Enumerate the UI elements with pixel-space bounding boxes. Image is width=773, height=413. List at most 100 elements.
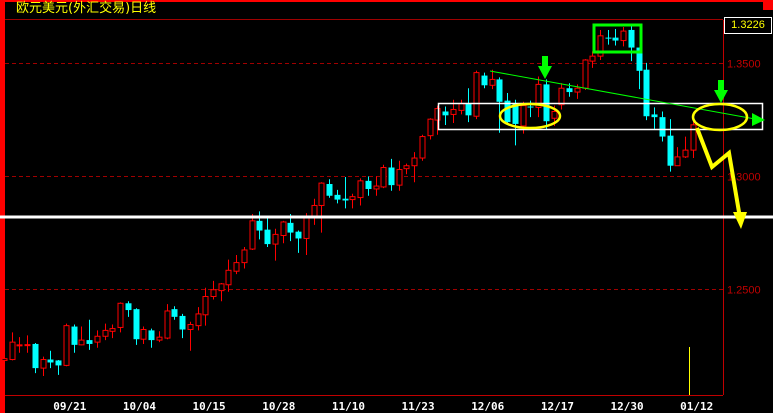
candle[interactable] <box>86 319 93 350</box>
candle[interactable] <box>411 152 418 183</box>
candle-body-up <box>218 283 225 292</box>
candle[interactable] <box>589 51 596 68</box>
candle[interactable] <box>342 177 349 209</box>
candle[interactable] <box>465 88 472 123</box>
candle[interactable] <box>690 121 697 159</box>
candle-body-down <box>566 88 573 93</box>
candle[interactable] <box>9 332 16 361</box>
candle[interactable] <box>125 301 132 317</box>
candle[interactable] <box>349 193 356 209</box>
candle[interactable] <box>489 69 496 90</box>
candle[interactable] <box>427 118 434 140</box>
candle[interactable] <box>512 99 519 146</box>
candle-body-down <box>442 111 449 116</box>
candle[interactable] <box>357 178 364 206</box>
x-tick-label: 10/04 <box>123 400 156 413</box>
candle-body-down <box>133 309 140 340</box>
candle[interactable] <box>682 136 689 159</box>
candle[interactable] <box>109 324 116 339</box>
candle[interactable] <box>674 147 681 167</box>
candle[interactable] <box>287 214 294 242</box>
candle-body-up <box>195 313 202 327</box>
candle[interactable] <box>373 176 380 196</box>
candle[interactable] <box>148 328 155 348</box>
candle[interactable] <box>667 119 674 172</box>
candle[interactable] <box>659 111 666 142</box>
candle[interactable] <box>24 335 31 353</box>
candle[interactable] <box>473 70 480 120</box>
candle[interactable] <box>133 308 140 345</box>
candle[interactable] <box>225 259 232 292</box>
candle[interactable] <box>210 280 217 300</box>
x-tick-label: 09/21 <box>53 400 86 413</box>
candle[interactable] <box>582 59 589 91</box>
candle[interactable] <box>442 106 449 126</box>
candle[interactable] <box>71 324 78 353</box>
candle-body-up <box>40 359 47 369</box>
candle[interactable] <box>218 282 225 302</box>
candle[interactable] <box>272 228 279 261</box>
candle[interactable] <box>249 214 256 250</box>
candle[interactable] <box>643 62 650 121</box>
candle[interactable] <box>326 179 333 198</box>
candle-body-up <box>558 87 565 106</box>
highlight-ellipse <box>498 102 562 130</box>
corner-marker <box>763 0 773 10</box>
candle[interactable] <box>179 313 186 339</box>
candle[interactable] <box>620 27 627 47</box>
candle[interactable] <box>303 213 310 255</box>
candle[interactable] <box>102 323 109 341</box>
candle[interactable] <box>187 321 194 351</box>
candle[interactable] <box>396 160 403 191</box>
candle[interactable] <box>535 76 542 118</box>
candle[interactable] <box>40 356 47 377</box>
candle[interactable] <box>156 331 163 343</box>
candle[interactable] <box>164 304 171 340</box>
candle[interactable] <box>380 164 387 189</box>
candle[interactable] <box>47 350 54 369</box>
candle[interactable] <box>311 198 318 225</box>
candle[interactable] <box>1 355 8 369</box>
candle[interactable] <box>117 302 124 333</box>
candle[interactable] <box>233 254 240 275</box>
candle[interactable] <box>458 99 465 115</box>
candle[interactable] <box>78 326 85 346</box>
candle[interactable] <box>318 182 325 233</box>
candle[interactable] <box>434 105 441 135</box>
candle[interactable] <box>16 337 23 353</box>
candle[interactable] <box>241 247 248 269</box>
candle-body-up <box>597 35 604 57</box>
candle[interactable] <box>558 83 565 110</box>
candle[interactable] <box>403 163 410 175</box>
candle-body-down <box>125 303 132 311</box>
candle[interactable] <box>419 134 426 161</box>
candle[interactable] <box>481 72 488 89</box>
candle[interactable] <box>612 29 619 46</box>
x-tick-label: 12/17 <box>541 400 574 413</box>
candle-body-up <box>419 136 426 159</box>
candle-body-down <box>342 198 349 201</box>
candle[interactable] <box>628 25 635 62</box>
candle[interactable] <box>202 287 209 326</box>
candle[interactable] <box>280 220 287 244</box>
candle[interactable] <box>605 29 612 45</box>
top-border <box>0 0 773 2</box>
candle[interactable] <box>264 218 271 248</box>
candle[interactable] <box>365 176 372 196</box>
candle[interactable] <box>636 47 643 90</box>
candle[interactable] <box>32 343 39 374</box>
candle[interactable] <box>140 326 147 344</box>
candle[interactable] <box>295 230 302 253</box>
candle[interactable] <box>388 158 395 191</box>
candle[interactable] <box>651 107 658 129</box>
candle[interactable] <box>597 29 604 60</box>
candle[interactable] <box>171 306 178 320</box>
candle[interactable] <box>55 359 62 375</box>
candle[interactable] <box>94 330 101 348</box>
candle[interactable] <box>496 77 503 133</box>
candle[interactable] <box>195 307 202 331</box>
candle[interactable] <box>63 323 70 367</box>
candle[interactable] <box>334 189 341 204</box>
